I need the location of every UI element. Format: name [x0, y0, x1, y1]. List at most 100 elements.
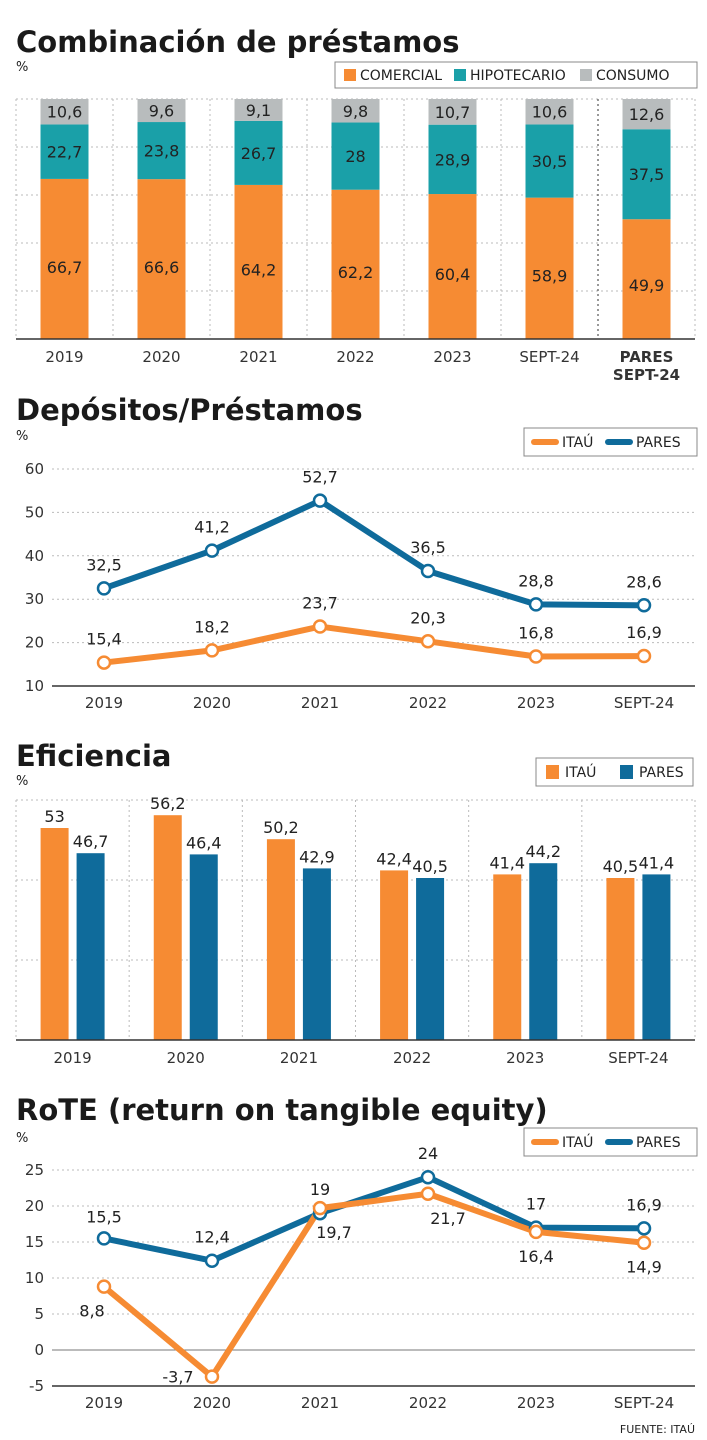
- data-label-ita: 53: [44, 807, 64, 826]
- data-point-pares-2023: [528, 597, 544, 612]
- x-tick-label: 2021: [280, 1049, 318, 1067]
- x-tick-label: 2021: [239, 348, 277, 366]
- data-label-ita: 56,2: [150, 794, 186, 813]
- bar-comercial-pares-sept-24: [622, 219, 671, 339]
- data-label-ita: 42,4: [376, 849, 412, 868]
- x-tick-label: SEPT-24: [614, 694, 674, 712]
- legend-label-consumo: CONSUMO: [596, 68, 670, 84]
- data-label-pares: 46,7: [73, 832, 109, 851]
- data-label-ita: 16,4: [518, 1247, 554, 1266]
- series-line-ita: [101, 623, 647, 666]
- data-label-pares: 19: [310, 1180, 330, 1199]
- rote-chart: RoTE (return on tangible equity) % ITAÚ …: [16, 1093, 698, 1412]
- x-tick-label: 2020: [167, 1049, 205, 1067]
- bar-ita-2019: [40, 828, 69, 1040]
- data-point-pares-2019: [96, 1231, 112, 1246]
- efficiency-unit: %: [16, 774, 28, 789]
- data-label-consumo: 9,1: [246, 101, 271, 120]
- efficiency-title: Eficiencia: [16, 739, 171, 773]
- x-tick-label: 2019: [53, 1049, 91, 1067]
- bar-ita-2020: [153, 815, 182, 1040]
- x-tick-label: 2023: [433, 348, 471, 366]
- y-tick-label: 60: [25, 460, 44, 478]
- bar-pares-2019: [76, 853, 105, 1040]
- y-tick-label: 50: [25, 503, 44, 521]
- data-label-ita: 41,4: [489, 853, 525, 872]
- bar-comercial-2023: [428, 194, 477, 339]
- y-tick-label: 25: [25, 1161, 44, 1179]
- data-label-ita: 50,2: [263, 818, 299, 837]
- data-label-comercial: 49,9: [629, 276, 665, 295]
- data-label-pares: 40,5: [412, 857, 448, 876]
- legend-swatch-comercial: [344, 69, 356, 81]
- data-point-ita-2023: [528, 1224, 544, 1240]
- x-tick-label: 2019: [85, 694, 123, 712]
- data-label-ita: 20,3: [410, 608, 446, 627]
- data-point-pares-sept-24: [636, 598, 652, 613]
- bar-hipotecario-2022: [331, 122, 380, 190]
- data-point-ita-sept-24: [636, 1235, 652, 1250]
- legend-label-hipotecario: HIPOTECARIO: [470, 68, 566, 84]
- data-point-ita-2023: [528, 649, 544, 664]
- bar-consumo-sept-24: [525, 99, 574, 125]
- data-label-ita: 8,8: [79, 1302, 104, 1321]
- data-point-pares-2020: [204, 1253, 220, 1268]
- data-label-consumo: 10,7: [435, 103, 471, 122]
- bar-hipotecario-2021: [234, 120, 283, 185]
- legend-label-pares: PARES: [636, 435, 681, 451]
- data-label-hipotecario: 37,5: [629, 165, 665, 184]
- bar-comercial-2021: [234, 184, 283, 339]
- bar-pares-2021: [302, 868, 331, 1040]
- rote-legend: ITAÚ PARES: [523, 1127, 698, 1157]
- data-label-pares: 41,2: [194, 518, 230, 537]
- y-tick-label: 10: [25, 1269, 44, 1287]
- data-label-consumo: 10,6: [532, 103, 568, 122]
- data-point-ita-2020: [204, 1369, 220, 1384]
- deposits-loans-unit: %: [16, 429, 28, 444]
- x-tick-label: SEPT-24: [519, 348, 579, 366]
- legend-label-itau: ITAÚ: [562, 433, 593, 451]
- x-tick-label: 2022: [409, 1394, 447, 1412]
- bar-pares-2022: [416, 878, 445, 1040]
- data-point-ita-sept-24: [636, 648, 652, 664]
- data-label-comercial: 60,4: [435, 265, 471, 284]
- legend-swatch-consumo: [580, 69, 592, 81]
- data-label-consumo: 9,8: [343, 102, 368, 121]
- bar-comercial-sept-24: [525, 197, 574, 339]
- source-note: FUENTE: ITAÚ: [620, 1423, 695, 1436]
- data-label-pares: 41,4: [639, 853, 675, 872]
- data-label-comercial: 64,2: [241, 261, 277, 280]
- legend-swatch-pares: [620, 765, 633, 779]
- data-label-pares: 17: [526, 1195, 546, 1214]
- data-label-comercial: 62,2: [338, 263, 374, 282]
- series-line-pares: [101, 1174, 647, 1264]
- loan-mix-chart: Combinación de préstamos % COMERCIAL HIP…: [15, 25, 698, 384]
- bar-consumo-2023: [428, 99, 477, 125]
- legend-label-pares: PARES: [639, 765, 684, 781]
- data-label-pares: 32,5: [86, 555, 122, 574]
- x-tick-label: SEPT-24: [613, 366, 680, 384]
- x-tick-label: 2020: [193, 1394, 231, 1412]
- bar-comercial-2020: [137, 179, 186, 339]
- bar-hipotecario-pares-sept-24: [622, 129, 671, 220]
- x-tick-label: 2020: [193, 694, 231, 712]
- efficiency-legend: ITAÚ PARES: [535, 757, 694, 787]
- data-point-ita-2022: [420, 634, 436, 649]
- data-label-consumo: 9,6: [149, 102, 174, 121]
- y-tick-label: 20: [25, 634, 44, 652]
- data-label-comercial: 66,7: [47, 258, 83, 277]
- data-point-ita-2020: [204, 643, 220, 658]
- y-tick-label: 0: [34, 1341, 44, 1359]
- bar-pares-2020: [189, 854, 218, 1040]
- bar-hipotecario-2023: [428, 124, 477, 195]
- bar-comercial-2019: [40, 178, 89, 339]
- data-label-pares: 46,4: [186, 833, 222, 852]
- bar-consumo-2019: [40, 99, 89, 125]
- data-label-pares: 12,4: [194, 1228, 230, 1247]
- data-label-ita: 16,8: [518, 623, 554, 642]
- data-label-ita: 18,2: [194, 617, 230, 636]
- rote-title: RoTE (return on tangible equity): [16, 1093, 548, 1127]
- data-label-pares: 42,9: [299, 847, 335, 866]
- data-label-consumo: 10,6: [47, 103, 83, 122]
- data-label-ita: -3,7: [162, 1368, 193, 1387]
